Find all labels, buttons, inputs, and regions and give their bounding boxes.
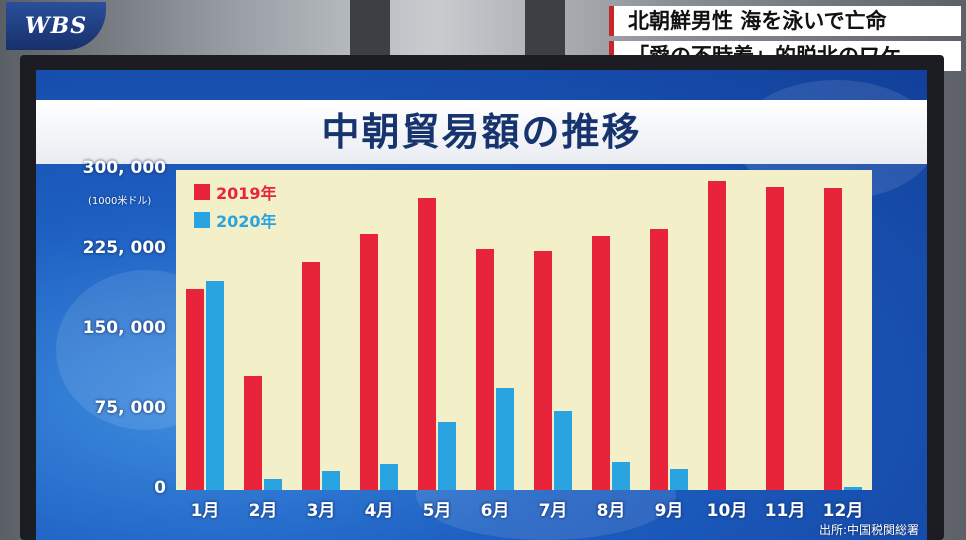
bar-2020-1 [206,280,224,490]
y-tick-label: 300, 000 [82,158,166,178]
x-tick-label: 6月 [480,501,510,521]
bar-2019-2 [244,375,262,490]
bar-2020-2 [264,479,282,490]
x-tick-label: 10月 [706,501,748,521]
bar-2019-7 [534,251,552,490]
legend-item: 2020年 [194,210,277,231]
y-tick-label: 150, 000 [82,318,166,338]
x-tick-label: 8月 [596,501,626,521]
bar-2019-9 [650,228,668,490]
legend-item: 2019年 [194,182,277,203]
plot-area [176,170,872,490]
x-tick-label: 11月 [764,501,806,521]
source-note: 出所:中国税関総署 [818,523,919,537]
bar-2019-10 [708,180,726,490]
bar-2020-4 [380,464,398,490]
bar-2019-8 [592,236,610,490]
legend-label: 2020年 [216,212,277,231]
bar-2019-6 [476,248,494,490]
bar-2019-11 [766,187,784,490]
x-tick-label: 3月 [306,501,336,521]
caption-line-1: 北朝鮮男性 海を泳いで亡命 [609,6,961,36]
legend-swatch [194,184,210,200]
bar-2020-3 [322,470,340,490]
bar-2020-9 [670,468,688,490]
bar-2019-3 [302,261,320,490]
bar-2020-5 [438,421,456,490]
y-tick-label: 0 [154,478,166,498]
chart-screen: 中朝貿易額の推移 (1000米ドル) 0 75, 000 150, 000 225, … [36,70,927,540]
y-tick-label: 225, 000 [82,238,166,258]
bar-2019-12 [824,188,842,490]
bar-2019-1 [186,289,204,490]
bar-2020-8 [612,462,630,490]
bar-2019-5 [418,197,436,490]
title-bar [36,100,927,164]
y-axis-unit: (1000米ドル) [88,196,152,207]
x-tick-label: 9月 [654,501,684,521]
wbs-logo: WBS [6,2,106,50]
chart-title: 中朝貿易額の推移 [321,110,642,154]
x-tick-label: 4月 [364,501,394,521]
bar-2019-4 [360,234,378,490]
y-tick-label: 75, 000 [94,398,166,418]
studio-beam [350,0,390,60]
bar-2020-6 [496,387,514,490]
bar-2020-12 [844,486,862,490]
studio-beam [525,0,565,60]
x-tick-label: 12月 [822,501,864,521]
x-tick-label: 7月 [538,501,568,521]
legend-label: 2019年 [216,184,277,203]
x-tick-label: 1月 [190,501,220,521]
bar-2020-7 [554,411,572,490]
legend-swatch [194,212,210,228]
x-tick-label: 2月 [248,501,278,521]
x-tick-label: 5月 [422,501,452,521]
